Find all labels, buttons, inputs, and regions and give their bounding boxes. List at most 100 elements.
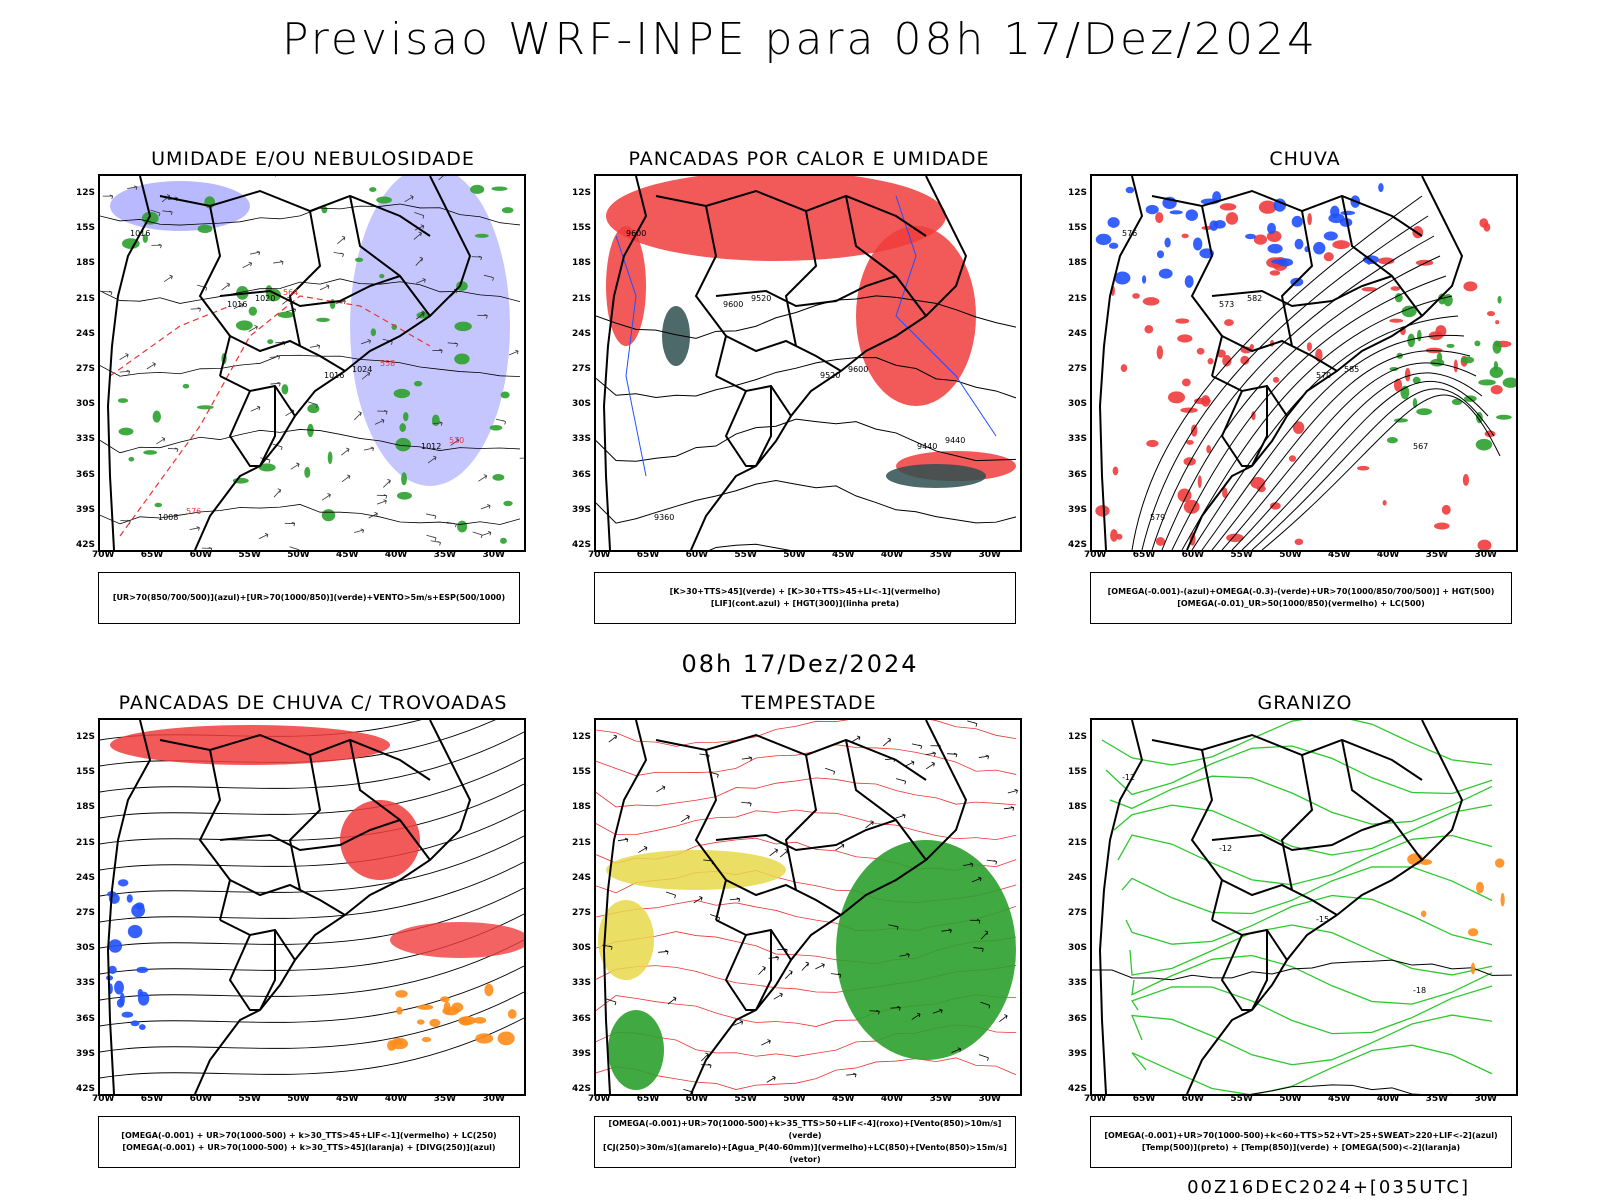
state-border [755,386,772,467]
lat-tick-label: 30S [76,399,96,410]
wind-vector [426,534,437,542]
state-border [784,754,818,891]
wind-vector [508,349,519,356]
rain-blue-area [1277,258,1294,267]
lon-tick-label: 55W [1230,1094,1253,1104]
rain-red-area [1155,212,1164,224]
map-granizo: -12 -12 -15 -18 [1092,720,1513,1094]
rain-red-area [1219,203,1237,211]
state-border [715,275,897,308]
map-frame: -12 -12 -15 -18 [1090,718,1518,1096]
humidity-green-area [354,257,364,262]
rain-blue-area [1108,242,1119,249]
humidity-green-area [413,380,423,387]
lat-tick-label: 27S [1068,908,1088,918]
legend-line: [OMEGA(-0.001) + UR>70(1000-500) + k>30_… [121,1131,497,1140]
rain-green-area [1489,366,1504,379]
coastline [602,720,968,1094]
wind-vector [156,437,166,445]
state-border [1221,879,1338,916]
rain-red-area [1390,286,1401,291]
rain-blue-area [1291,215,1303,228]
thunder-blue-area [137,988,143,997]
wind-vector [472,531,483,539]
humidity-green-area [281,384,289,395]
state-border [694,205,728,377]
contour-value-label: 579 [1150,513,1165,522]
state-border [1280,210,1314,347]
wind-vector [967,720,978,727]
lat-tick-label: 30S [572,399,592,410]
rain-blue-area [1158,268,1173,279]
humidity-green-area [431,414,440,427]
wind-vector [638,846,648,853]
lon-tick-label: 35W [433,550,457,560]
wind-vector [374,418,385,425]
state-border [1211,275,1393,308]
lat-tick-label: 24S [572,328,592,339]
lif-contour [895,195,997,437]
rain-red-area [1404,367,1411,382]
rain-red-area [1095,505,1110,517]
wind-vector [883,737,892,747]
contour-value-label: 1016 [324,371,344,380]
rain-red-area [1389,318,1404,323]
wind-vector [925,751,936,757]
lon-tick-label: 70W [92,1094,115,1104]
wind-vector [353,528,365,534]
lat-tick-label: 39S [1068,1048,1088,1059]
wind-vector [932,1008,943,1014]
lat-tick-label: 27S [572,364,592,374]
wind-vector [189,526,200,531]
streamline [100,1017,524,1079]
thunder-orange-area [507,1009,517,1019]
thunder-blue-area [130,1020,140,1027]
humidity-green-area [154,502,163,508]
pressure-contour [100,504,521,525]
map-frame [98,718,526,1096]
lon-tick-label: 50W [287,1094,310,1104]
legend-line: [OMEGA(-0.001)-(azul)+OMEGA(-0.3)-(verde… [1107,587,1495,596]
panel-trovoadas: PANCADAS DE CHUVA C/ TROVOADAS 12S 15S 18S 2… [76,692,548,1182]
wind-vector [971,876,982,883]
humidity-green-area [267,339,274,345]
streamline [100,731,524,793]
rain-red-area [1357,465,1370,471]
rain-red-area [1307,213,1312,226]
wind-vector [656,785,666,793]
thunder-orange-area [459,1018,473,1026]
humidity-green-area [182,383,190,389]
panel-legend: [OMEGA(-0.001)+UR>70(1000-500)+k<60+TTS>… [1090,1116,1512,1168]
lon-tick-label: 35W [1425,550,1449,560]
lat-tick-label: 18S [76,802,96,813]
lat-tick-label: 21S [1068,293,1088,304]
contour-value-label: 1020 [255,294,275,303]
rain-green-area [1475,438,1493,451]
rain-red-area [1294,538,1304,546]
state-border [655,733,927,781]
temp850-contour [1129,924,1493,976]
panel-granizo: GRANIZO -12 -12 -15 -18 12S 15S 18S 21S 24S 27S 30S… [1068,692,1540,1182]
wind-vector [478,474,488,482]
unstable-green-area [662,306,690,366]
lon-tick-label: 55W [734,550,757,560]
rain-blue-area [1095,233,1112,246]
lon-tick-label: 65W [636,550,660,560]
lon-tick-label: 45W [832,550,855,560]
state-border [219,819,401,852]
wind-vector [447,342,459,347]
humidity-green-area [399,423,407,432]
map-frame [594,718,1022,1096]
wind-vector [377,409,388,415]
streamline [100,835,524,897]
temp500-contour [1250,1084,1453,1094]
wind-vector [904,760,915,767]
rain-red-area [1175,318,1190,324]
rain-blue-area [1164,237,1171,248]
hgt300-contour [596,357,1017,399]
thunder-orange-area [440,996,450,1003]
lat-tick-label: 15S [572,223,592,234]
humidity-green-area [491,186,508,191]
state-border [198,205,232,377]
panel-title: TEMPESTADE [741,692,877,714]
